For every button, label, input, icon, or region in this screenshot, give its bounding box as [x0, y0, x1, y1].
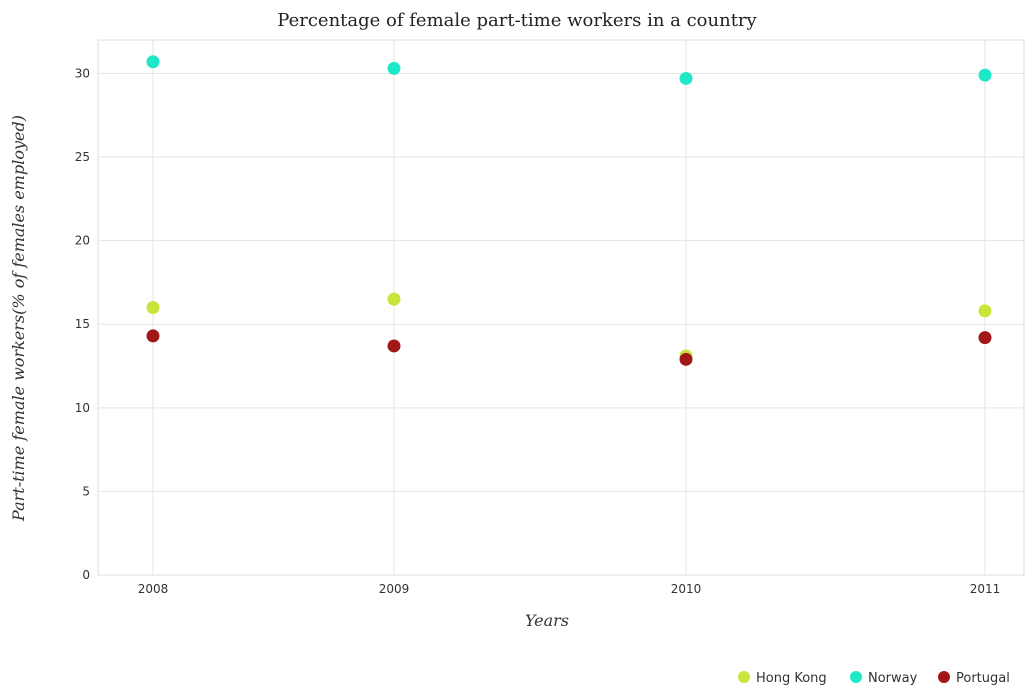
legend-marker: [738, 671, 750, 683]
data-point-portugal: [146, 329, 160, 343]
legend-marker: [850, 671, 862, 683]
y-tick-label: 5: [82, 484, 90, 498]
legend-label: Portugal: [956, 671, 1010, 686]
legend-label: Hong Kong: [756, 671, 827, 686]
data-point-hong-kong: [146, 301, 160, 314]
y-tick-label: 10: [75, 401, 90, 415]
legend-marker: [938, 671, 950, 683]
data-point-portugal: [679, 352, 693, 366]
tick-labels: 0 5 10 15 20 25 30 2008 2009 2010 2011: [75, 66, 1001, 596]
data-point-portugal: [387, 339, 401, 353]
x-tick-label: 2009: [379, 582, 410, 596]
x-tick-label: 2008: [138, 582, 169, 596]
y-axis-label: Part-time female workers(% of females em…: [9, 115, 28, 522]
data-point-hong-kong: [387, 292, 401, 306]
axes: [97, 39, 1025, 576]
data-points: [146, 55, 992, 366]
data-point-portugal: [978, 331, 992, 345]
data-point-norway: [387, 61, 401, 75]
data-point-norway: [679, 71, 693, 85]
y-tick-label: 0: [82, 568, 90, 582]
legend: Hong Kong Norway Portugal: [738, 671, 1010, 686]
plot-frame: [97, 39, 1025, 576]
data-point-norway: [978, 68, 992, 82]
x-tick-label: 2011: [970, 582, 1001, 596]
data-point-hong-kong: [978, 304, 992, 318]
chart-title: Percentage of female part-time workers i…: [277, 10, 757, 31]
grid-lines: [98, 40, 1024, 576]
legend-label: Norway: [868, 671, 918, 686]
y-tick-label: 30: [75, 66, 90, 80]
x-tick-label: 2010: [671, 582, 702, 596]
x-axis-label: Years: [525, 611, 569, 630]
y-tick-label: 15: [75, 317, 90, 331]
y-tick-label: 20: [75, 234, 90, 248]
data-point-norway: [146, 55, 160, 69]
y-tick-label: 25: [75, 150, 90, 164]
